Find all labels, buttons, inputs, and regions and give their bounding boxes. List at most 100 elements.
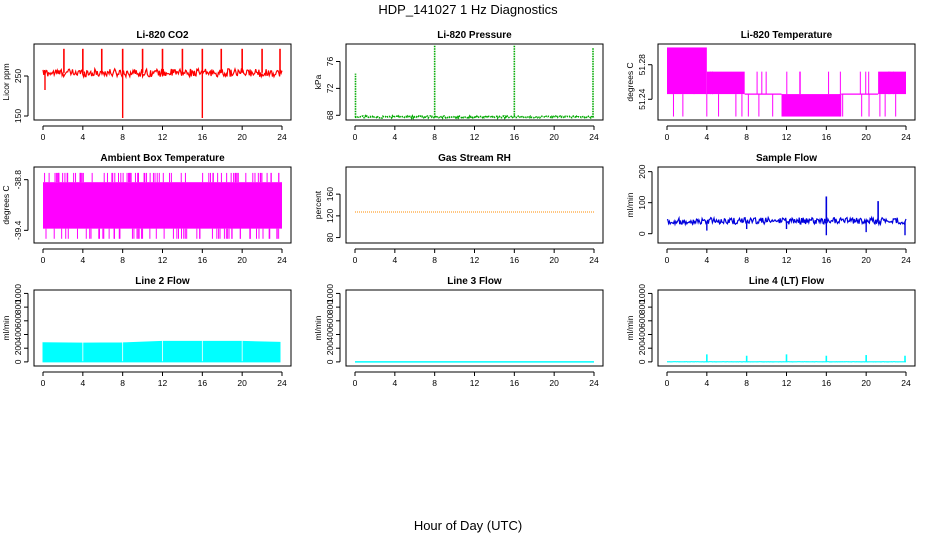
x-tick-label-line4-0: 0 xyxy=(665,378,670,388)
x-tick-label-line4-5: 20 xyxy=(861,378,871,388)
y-tick-label-line2-1: 200 xyxy=(13,341,23,355)
y-tick-label-line3-1: 200 xyxy=(325,341,335,355)
y-tick-label-line2-5: 1000 xyxy=(13,284,23,303)
y-axis-label-ambient: degrees C xyxy=(1,185,11,224)
y-tick-label-sampleflow-1: 100 xyxy=(637,195,647,209)
x-tick-label-line4-6: 24 xyxy=(901,378,911,388)
x-tick-label-ambient-5: 20 xyxy=(237,255,247,265)
panel-title-rh: Gas Stream RH xyxy=(438,153,511,164)
x-tick-label-co2-5: 20 xyxy=(237,132,247,142)
plot-frame-ambient xyxy=(33,166,292,244)
y-tick-label-sampleflow-0: 0 xyxy=(637,231,647,236)
y-axis-label-line2: ml/min xyxy=(1,315,11,340)
x-axis-label: Hour of Day (UTC) xyxy=(413,518,523,533)
x-tick-label-line4-1: 4 xyxy=(704,378,709,388)
y-tick-label-pressure-0: 68 xyxy=(325,110,335,120)
y-tick-label-line3-4: 800 xyxy=(325,300,335,314)
y-tick-label-line4-0: 0 xyxy=(637,359,647,364)
x-tick-label-line4-4: 16 xyxy=(822,378,832,388)
series-ambient xyxy=(43,172,282,239)
x-tick-label-line2-4: 16 xyxy=(198,378,208,388)
y-tick-label-pressure-1: 72 xyxy=(325,83,335,93)
segment-li820temp-3 xyxy=(781,94,842,117)
x-tick-label-ambient-4: 16 xyxy=(198,255,208,265)
series-line2 xyxy=(42,340,281,363)
x-tick-label-co2-2: 8 xyxy=(120,132,125,142)
x-tick-label-pressure-2: 8 xyxy=(432,132,437,142)
x-tick-label-co2-4: 16 xyxy=(198,132,208,142)
x-tick-label-sampleflow-4: 16 xyxy=(822,255,832,265)
y-axis-label-li820temp: degrees C xyxy=(625,62,635,101)
y-axis-label-rh: percent xyxy=(313,190,323,219)
x-tick-label-rh-0: 0 xyxy=(353,255,358,265)
x-tick-label-sampleflow-5: 20 xyxy=(861,255,871,265)
y-axis-label-pressure: kPa xyxy=(313,74,323,89)
x-tick-label-pressure-6: 24 xyxy=(589,132,599,142)
y-tick-label-li820temp-1: 51.28 xyxy=(637,54,647,76)
panel-li820temp: Li-820 Temperature 0 4 8 12 16 20 24 51.24 51.28d… xyxy=(625,30,916,142)
x-tick-label-line3-0: 0 xyxy=(353,378,358,388)
y-tick-label-rh-0: 80 xyxy=(325,233,335,243)
y-tick-label-ambient-0: -39.4 xyxy=(13,220,23,240)
x-tick-label-li820temp-0: 0 xyxy=(665,132,670,142)
x-tick-label-pressure-4: 16 xyxy=(510,132,520,142)
series-sampleflow xyxy=(666,196,907,236)
x-tick-label-line2-5: 20 xyxy=(237,378,247,388)
panel-sampleflow: Sample Flow 0 4 8 12 16 20 24 0 100 200 ml/min xyxy=(625,153,916,265)
plot-frame-sampleflow xyxy=(657,166,916,244)
x-tick-label-line3-6: 24 xyxy=(589,378,599,388)
x-tick-label-co2-6: 24 xyxy=(277,132,287,142)
x-tick-label-ambient-6: 24 xyxy=(277,255,287,265)
panel-title-line4: Line 4 (LT) Flow xyxy=(749,276,825,287)
x-tick-label-rh-2: 8 xyxy=(432,255,437,265)
x-tick-label-line2-6: 24 xyxy=(277,378,287,388)
y-axis-label-line3: ml/min xyxy=(313,315,323,340)
series-line-pressure xyxy=(354,114,595,120)
x-tick-label-pressure-0: 0 xyxy=(353,132,358,142)
x-tick-label-sampleflow-1: 4 xyxy=(704,255,709,265)
plot-frame-pressure xyxy=(345,43,604,121)
x-tick-label-line4-3: 12 xyxy=(782,378,792,388)
x-tick-label-ambient-2: 8 xyxy=(120,255,125,265)
x-tick-label-line2-0: 0 xyxy=(41,378,46,388)
plot-frame-li820temp xyxy=(657,43,916,121)
y-axis-label-sampleflow: ml/min xyxy=(625,192,635,217)
panel-title-li820temp: Li-820 Temperature xyxy=(741,30,833,41)
x-tick-label-li820temp-6: 24 xyxy=(901,132,911,142)
x-tick-label-line3-1: 4 xyxy=(392,378,397,388)
plot-frame-line3 xyxy=(345,289,604,367)
y-tick-label-line4-2: 400 xyxy=(637,327,647,341)
panel-title-co2: Li-820 CO2 xyxy=(136,30,189,41)
panel-title-pressure: Li-820 Pressure xyxy=(437,30,512,41)
x-tick-label-li820temp-5: 20 xyxy=(861,132,871,142)
segment-li820temp-1 xyxy=(706,71,745,95)
x-tick-label-pressure-3: 12 xyxy=(470,132,480,142)
x-tick-label-ambient-1: 4 xyxy=(80,255,85,265)
series-co2 xyxy=(42,48,283,118)
x-tick-label-rh-6: 24 xyxy=(589,255,599,265)
panel-title-sampleflow: Sample Flow xyxy=(756,153,817,164)
x-tick-label-ambient-0: 0 xyxy=(41,255,46,265)
y-tick-label-line4-4: 800 xyxy=(637,300,647,314)
y-tick-label-line4-3: 600 xyxy=(637,313,647,327)
x-tick-label-sampleflow-6: 24 xyxy=(901,255,911,265)
band-ambient xyxy=(43,182,282,229)
x-tick-label-co2-3: 12 xyxy=(158,132,168,142)
x-tick-label-sampleflow-0: 0 xyxy=(665,255,670,265)
x-tick-label-co2-0: 0 xyxy=(41,132,46,142)
plot-frame-line4 xyxy=(657,289,916,367)
y-tick-label-li820temp-0: 51.24 xyxy=(637,88,647,110)
x-tick-label-rh-3: 12 xyxy=(470,255,480,265)
panel-title-line2: Line 2 Flow xyxy=(135,276,190,287)
y-tick-label-co2-1: 250 xyxy=(13,69,23,83)
y-tick-label-line2-2: 400 xyxy=(13,327,23,341)
y-tick-label-rh-2: 160 xyxy=(325,187,335,201)
x-tick-label-li820temp-3: 12 xyxy=(782,132,792,142)
figure-title: HDP_141027 1 Hz Diagnostics xyxy=(378,2,558,17)
